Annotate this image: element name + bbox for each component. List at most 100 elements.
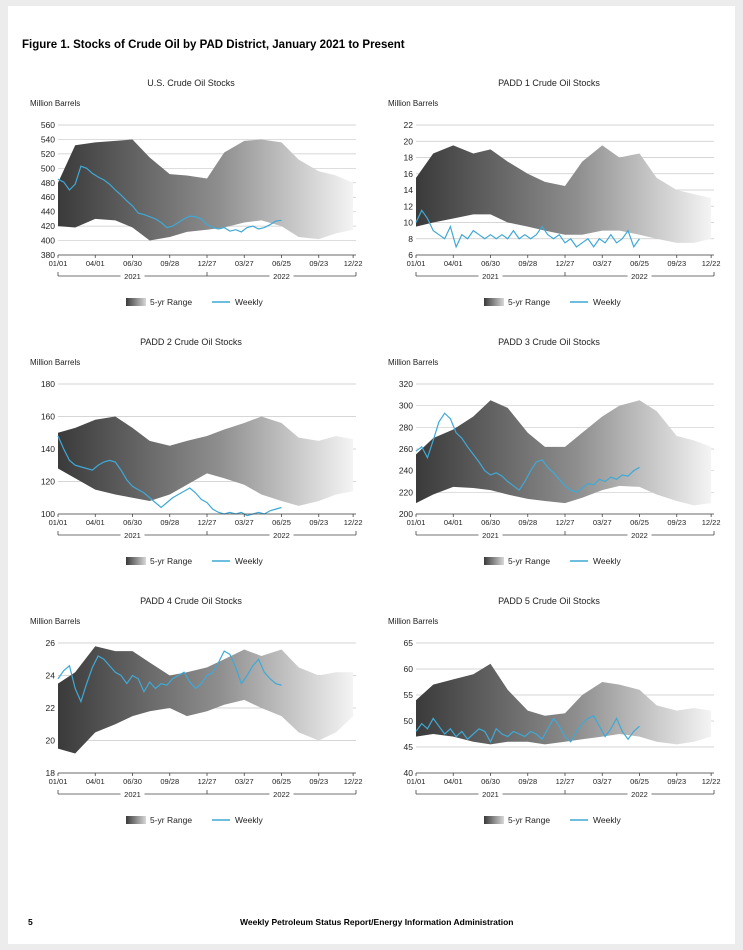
- x-tick-label: 01/01: [407, 518, 426, 527]
- y-tick-label: 380: [41, 250, 55, 260]
- x-tick-label: 12/22: [702, 518, 721, 527]
- x-tick-label: 09/28: [160, 259, 179, 268]
- y-tick-label: 320: [399, 379, 413, 389]
- x-tick-label: 06/25: [630, 259, 649, 268]
- x-tick-label: 12/22: [344, 518, 363, 527]
- y-tick-label: 22: [404, 120, 414, 130]
- y-tick-label: 20: [46, 736, 56, 746]
- x-tick-label: 12/27: [198, 518, 217, 527]
- x-tick-label: 06/25: [272, 518, 291, 527]
- x-tick-label: 09/28: [160, 518, 179, 527]
- y-tick-label: 24: [46, 671, 56, 681]
- year-label-bg: [478, 271, 503, 280]
- x-tick-label: 12/22: [702, 259, 721, 268]
- x-tick-label: 01/01: [49, 518, 68, 527]
- x-tick-label: 12/27: [556, 259, 575, 268]
- year-label: 2022: [273, 272, 290, 281]
- y-tick-label: 20: [404, 136, 414, 146]
- x-tick-label: 09/28: [518, 777, 537, 786]
- y-axis-label: Million Barrels: [30, 358, 80, 367]
- legend-weekly-label: Weekly: [593, 297, 621, 307]
- y-tick-label: 260: [399, 444, 413, 454]
- legend-weekly-label: Weekly: [235, 815, 263, 825]
- legend-range-swatch: [126, 816, 146, 824]
- weekly-series-line: [57, 165, 282, 233]
- x-tick-label: 01/01: [49, 259, 68, 268]
- legend-range-swatch: [484, 816, 504, 824]
- x-tick-label: 09/23: [309, 259, 328, 268]
- x-tick-label: 12/22: [344, 259, 363, 268]
- x-tick-label: 09/23: [309, 518, 328, 527]
- page-number: 5: [28, 917, 33, 927]
- x-tick-label: 12/22: [702, 777, 721, 786]
- x-tick-label: 06/30: [481, 777, 500, 786]
- y-tick-label: 540: [41, 134, 55, 144]
- y-tick-label: 60: [404, 664, 414, 674]
- x-tick-label: 04/01: [444, 518, 463, 527]
- y-tick-label: 420: [41, 221, 55, 231]
- x-tick-label: 09/23: [667, 518, 686, 527]
- year-label: 2021: [124, 790, 141, 799]
- x-tick-label: 12/27: [556, 777, 575, 786]
- x-tick-label: 01/01: [49, 777, 68, 786]
- year-label-bg: [627, 530, 652, 539]
- five-year-range-band: [58, 416, 354, 506]
- x-tick-label: 09/23: [667, 259, 686, 268]
- year-label: 2021: [124, 272, 141, 281]
- y-tick-label: 6: [408, 250, 413, 260]
- x-tick-label: 04/01: [444, 777, 463, 786]
- legend-range-swatch: [126, 557, 146, 565]
- x-tick-label: 03/27: [235, 777, 254, 786]
- footer-text: Weekly Petroleum Status Report/Energy In…: [240, 917, 514, 927]
- x-tick-label: 06/30: [481, 518, 500, 527]
- year-label-bg: [120, 530, 145, 539]
- year-label: 2022: [631, 531, 648, 540]
- y-tick-label: 10: [404, 218, 414, 228]
- y-tick-label: 560: [41, 120, 55, 130]
- chart-title: U.S. Crude Oil Stocks: [147, 78, 235, 88]
- year-label-bg: [478, 789, 503, 798]
- x-tick-label: 03/27: [593, 259, 612, 268]
- x-tick-label: 12/27: [198, 777, 217, 786]
- year-label-bg: [627, 789, 652, 798]
- x-tick-label: 09/28: [518, 518, 537, 527]
- y-tick-label: 65: [404, 638, 414, 648]
- year-label: 2022: [631, 272, 648, 281]
- five-year-range-band: [416, 145, 712, 243]
- y-tick-label: 18: [404, 153, 414, 163]
- y-axis-label: Million Barrels: [30, 99, 80, 108]
- x-tick-label: 09/23: [309, 777, 328, 786]
- five-year-range-band: [58, 646, 354, 754]
- five-year-range-band: [58, 139, 354, 241]
- y-tick-label: 50: [404, 716, 414, 726]
- report-page: Figure 1. Stocks of Crude Oil by PAD Dis…: [8, 6, 735, 944]
- y-tick-label: 12: [404, 201, 414, 211]
- x-tick-label: 06/30: [481, 259, 500, 268]
- year-label: 2022: [631, 790, 648, 799]
- year-label: 2022: [273, 531, 290, 540]
- y-tick-label: 120: [41, 477, 55, 487]
- legend-weekly-label: Weekly: [593, 815, 621, 825]
- legend-range-swatch: [126, 298, 146, 306]
- x-tick-label: 04/01: [86, 777, 105, 786]
- x-tick-label: 09/23: [667, 777, 686, 786]
- x-tick-label: 03/27: [593, 518, 612, 527]
- chart-padd3-crude-oil-stocks: PADD 3 Crude Oil Stocks Million Barrels 20…: [388, 337, 721, 566]
- y-axis-label: Million Barrels: [388, 99, 438, 108]
- weekly-series-line: [415, 412, 640, 494]
- y-tick-label: 45: [404, 742, 414, 752]
- year-label: 2021: [124, 531, 141, 540]
- y-tick-label: 140: [41, 444, 55, 454]
- year-label: 2022: [273, 790, 290, 799]
- legend-range-label: 5-yr Range: [508, 815, 550, 825]
- x-tick-label: 06/25: [272, 777, 291, 786]
- x-tick-label: 12/27: [198, 259, 217, 268]
- y-tick-label: 26: [46, 638, 56, 648]
- x-tick-label: 04/01: [86, 518, 105, 527]
- legend-weekly-label: Weekly: [593, 556, 621, 566]
- legend-range-label: 5-yr Range: [150, 815, 192, 825]
- five-year-range-band: [416, 663, 712, 745]
- y-tick-label: 400: [41, 236, 55, 246]
- year-label-bg: [120, 789, 145, 798]
- legend-range-swatch: [484, 298, 504, 306]
